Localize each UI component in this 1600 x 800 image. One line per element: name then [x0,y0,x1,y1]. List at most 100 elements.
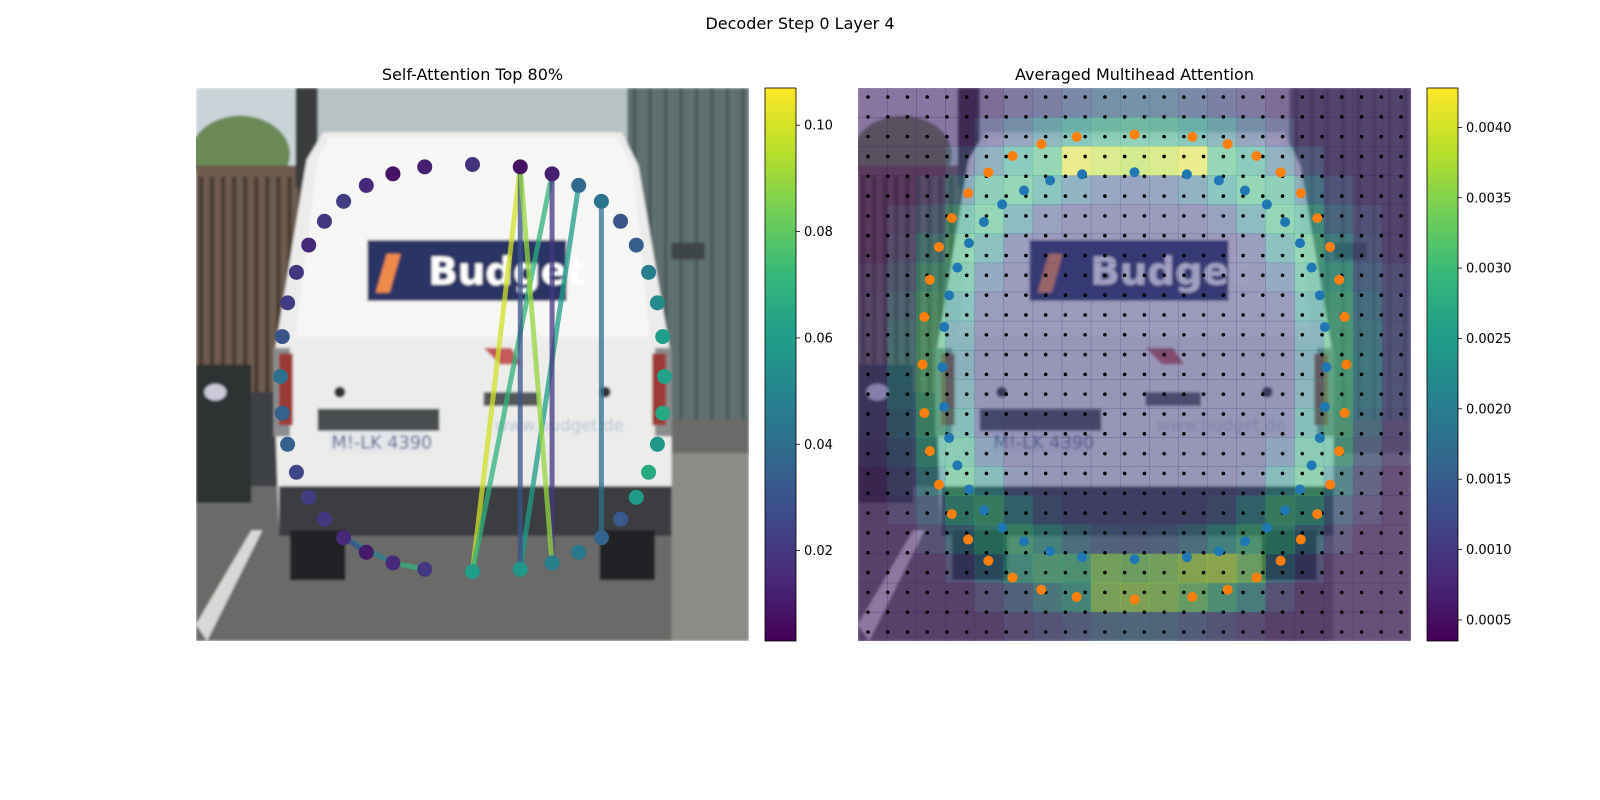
grid-dot [1182,432,1186,436]
heatmap-cell [1323,146,1354,176]
grid-dot [1399,293,1403,297]
grid-dot [1043,95,1048,99]
grid-dot [1221,491,1226,496]
grid-dot [885,194,890,198]
heatmap-cell [1032,233,1063,264]
left-colorbar-ticks: 0.02 0.04 0.06 0.08 0.10 [796,119,833,559]
colorbar-tick-label: 0.04 [804,438,833,453]
heatmap-cell [1032,146,1063,176]
orange-points [917,129,1352,605]
heatmap-cell [945,88,975,118]
grid-dot [1083,253,1087,258]
grid-dot [1221,570,1226,575]
grid-dot [945,115,949,119]
grid-dot [1320,313,1324,317]
self-attention-point [512,561,528,577]
grid-dot [885,412,890,416]
blue-point [1181,169,1192,180]
heatmap-cell [1381,88,1411,118]
heatmap-cell [1178,466,1208,496]
heatmap-cell [1265,611,1296,641]
grid-dot [1320,491,1324,496]
grid-dot [925,214,930,218]
grid-dot [1182,253,1186,258]
grid-dot [1024,550,1028,555]
grid-dot [984,352,989,357]
orange-point [1071,592,1082,603]
blue-point [937,362,948,373]
grid-dot [1359,412,1364,416]
grid-dot [1221,253,1226,258]
heatmap-cell [887,582,917,613]
grid-dot [885,332,890,337]
grid-dot [1221,115,1226,119]
heatmap-cell [1207,117,1237,147]
blue-points [937,167,1332,565]
grid-dot [945,134,949,139]
grid-dot [1261,115,1265,119]
blue-point [1077,169,1088,180]
grid-dot [1320,273,1324,278]
grid-dot [1399,610,1403,614]
grid-dot [1043,273,1048,278]
grid-dot [1043,531,1048,535]
grid-dot [1063,590,1068,595]
grid-dot [905,293,910,297]
grid-dot [1320,115,1324,119]
orange-point [1036,139,1047,150]
grid-dot [1241,95,1245,99]
grid-dot [866,610,870,614]
grid-dot [905,471,910,476]
grid-dot [866,313,870,317]
heatmap-cell [858,466,888,496]
grid-dot [1142,352,1147,357]
orange-point [919,408,930,419]
blue-point [939,321,950,332]
grid-dot [984,194,989,198]
grid-dot [1162,550,1166,555]
grid-dot [1142,95,1147,99]
grid-dot [1221,214,1226,218]
grid-dot [1261,630,1265,634]
grid-dot [1241,273,1245,278]
colorbar-tick-label: 0.0005 [1466,613,1512,628]
grid-dot [1379,610,1384,614]
grid-dot [1103,95,1107,99]
grid-dot [964,372,969,377]
grid-dot [1201,531,1206,535]
grid-dot [1083,293,1087,297]
heatmap-cell [1352,611,1383,641]
grid-dot [1280,352,1285,357]
heatmap-cell [887,553,917,584]
grid-dot [1063,253,1068,258]
grid-dot [1399,313,1403,317]
grid-dot [984,550,989,555]
grid-dot [1063,194,1068,198]
grid-dot [964,550,969,555]
grid-dot [1261,550,1265,555]
heatmap-cell [858,349,888,380]
heatmap-cell [1003,524,1034,555]
grid-dot [1004,95,1008,99]
grid-dot [1339,95,1344,99]
orange-point [1334,274,1345,285]
grid-dot [964,174,969,179]
heatmap-cell [1061,611,1092,641]
grid-dot [1103,273,1107,278]
grid-dot [1261,134,1265,139]
grid-dot [1043,253,1048,258]
grid-dot [905,194,910,198]
grid-dot [1339,471,1344,476]
heatmap-cell [974,291,1005,322]
grid-dot [1300,570,1305,575]
grid-dot [1379,570,1384,575]
grid-dot [1182,194,1186,198]
heatmap-cell [916,495,946,526]
grid-dot [1024,273,1028,278]
heatmap-cell [1381,611,1411,641]
left-axes-title: Self-Attention Top 80% [381,65,564,84]
grid-dot [984,491,989,496]
attention-link [470,171,555,574]
grid-dot [905,432,910,436]
grid-dot [1399,154,1403,159]
